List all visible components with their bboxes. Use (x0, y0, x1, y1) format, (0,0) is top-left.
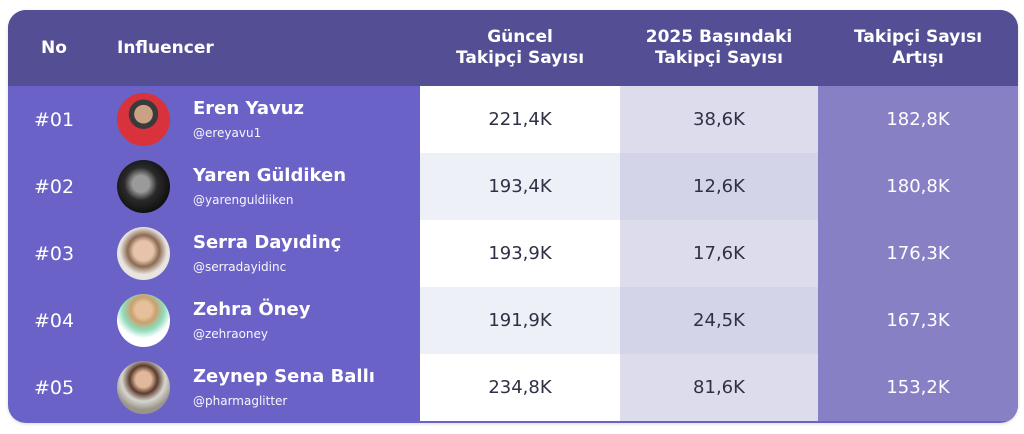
header-text: Güncel (487, 27, 553, 47)
start-followers: 38,6K (620, 86, 818, 153)
table-row: #04 Zehra Öney @zehraoney 191,9K 24,5K 1… (8, 287, 1018, 354)
follower-increase: 167,3K (818, 287, 1018, 354)
start-followers: 81,6K (620, 354, 818, 421)
table-row: #02 Yaren Güldiken @yarenguldiiken 193,4… (8, 153, 1018, 220)
influencer-handle: @yarenguldiiken (193, 193, 294, 207)
table-row: #05 Zeynep Sena Ballı @pharmaglitter 234… (8, 354, 1018, 421)
header-increase: Takipçi Sayısı Artışı (818, 10, 1018, 86)
header-text: Takipçi Sayısı (654, 48, 784, 68)
current-followers: 234,8K (420, 354, 620, 421)
start-followers: 12,6K (620, 153, 818, 220)
influencer-name: Eren Yavuz (193, 98, 305, 119)
avatar (117, 93, 170, 146)
start-followers: 17,6K (620, 220, 818, 287)
header-text: Artışı (892, 48, 944, 68)
header-current-followers: Güncel Takipçi Sayısı (420, 10, 620, 86)
influencer-handle: @zehraoney (193, 327, 269, 341)
header-text: 2025 Başındaki (645, 27, 793, 47)
header-text: Takipçi Sayısı (853, 27, 983, 47)
influencer-name: Zeynep Sena Ballı (193, 366, 375, 387)
current-followers: 193,4K (420, 153, 620, 220)
header-start-followers: 2025 Başındaki Takipçi Sayısı (620, 10, 818, 86)
avatar (117, 160, 170, 213)
table-header: No Influencer Güncel Takipçi Sayısı 2025 … (8, 10, 1018, 86)
rank: #03 (33, 242, 75, 265)
rank: #05 (33, 376, 75, 399)
rank: #01 (33, 108, 75, 131)
influencer-table: No Influencer Güncel Takipçi Sayısı 2025 … (8, 10, 1018, 423)
influencer-name: Yaren Güldiken (193, 165, 347, 186)
influencer-handle: @serradayidinc (193, 260, 287, 274)
start-followers: 24,5K (620, 287, 818, 354)
header-influencer: Influencer (117, 37, 214, 58)
follower-increase: 176,3K (818, 220, 1018, 287)
influencer-name: Zehra Öney (193, 299, 311, 320)
current-followers: 191,9K (420, 287, 620, 354)
avatar (117, 361, 170, 414)
influencer-handle: @pharmaglitter (193, 394, 288, 408)
avatar (117, 227, 170, 280)
current-followers: 221,4K (420, 86, 620, 153)
follower-increase: 153,2K (818, 354, 1018, 421)
follower-increase: 180,8K (818, 153, 1018, 220)
influencer-name: Serra Dayıdinç (193, 232, 342, 253)
header-no: No (41, 37, 67, 58)
current-followers: 193,9K (420, 220, 620, 287)
rank: #04 (33, 309, 75, 332)
rank: #02 (33, 175, 75, 198)
table-row: #03 Serra Dayıdinç @serradayidinc 193,9K… (8, 220, 1018, 287)
table-row: #01 Eren Yavuz @ereyavu1 221,4K 38,6K 18… (8, 86, 1018, 153)
avatar (117, 294, 170, 347)
header-text: Takipçi Sayısı (455, 48, 585, 68)
follower-increase: 182,8K (818, 86, 1018, 153)
influencer-handle: @ereyavu1 (193, 126, 262, 140)
